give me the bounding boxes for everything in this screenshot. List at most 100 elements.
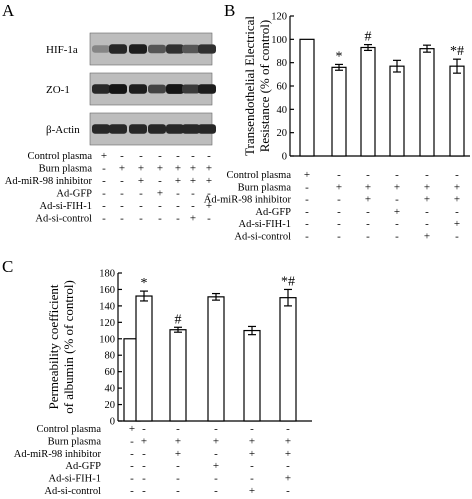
condition-sign: -	[102, 175, 106, 187]
y-tick-label: 20	[277, 128, 288, 139]
condition-sign: +	[365, 181, 371, 193]
condition-sign: +	[190, 175, 196, 187]
panel-b-letter: B	[224, 1, 235, 20]
blot-label: β-Actin	[46, 124, 80, 136]
condition-label: Ad-si-FIH-1	[40, 201, 93, 212]
significance-mark: *	[336, 49, 343, 64]
condition-sign: -	[395, 231, 399, 243]
condition-sign: +	[206, 175, 212, 187]
y-tick-label: 40	[277, 105, 288, 116]
panel-c: C 0 20 40 60 80 100 120 140 160 180 Permeability c…	[2, 257, 312, 497]
blot-band	[148, 84, 166, 94]
blot-band	[148, 124, 166, 134]
y-tick-label: 120	[99, 318, 115, 329]
blot-band	[148, 44, 166, 54]
condition-sign: -	[120, 175, 124, 187]
bar	[299, 38, 315, 157]
y-tick-label: 20	[105, 400, 116, 411]
blot-band	[182, 84, 200, 94]
condition-sign: +	[206, 200, 212, 212]
condition-sign: -	[366, 206, 370, 218]
condition-sign: +	[157, 188, 163, 200]
y-axis-label: Permeability coefficient of albumin (% of…	[46, 280, 76, 414]
condition-sign: -	[455, 169, 459, 181]
condition-sign: -	[158, 175, 162, 187]
blot-label: HIF-1a	[46, 44, 78, 56]
bar	[360, 46, 376, 157]
condition-sign: -	[455, 206, 459, 218]
condition-sign: +	[175, 175, 181, 187]
condition-label: Ad-si-control	[44, 486, 101, 497]
condition-sign: -	[250, 423, 254, 435]
condition-sign: -	[142, 448, 146, 460]
condition-sign: +	[424, 231, 430, 243]
bar	[389, 65, 405, 157]
condition-sign: +	[175, 435, 181, 447]
significance-mark: *	[141, 276, 148, 291]
condition-sign: -	[214, 485, 218, 497]
blot-band	[198, 44, 216, 54]
condition-sign: +	[190, 163, 196, 175]
condition-label: Ad-miR-98 inhibitor	[204, 195, 292, 206]
condition-sign: -	[176, 423, 180, 435]
blot-band	[92, 45, 110, 53]
condition-label: Control plasma	[227, 170, 292, 181]
condition-sign: -	[366, 218, 370, 230]
condition-sign: +	[138, 163, 144, 175]
condition-label: Ad-GFP	[255, 207, 291, 218]
condition-sign: +	[101, 150, 107, 162]
condition-sign: -	[191, 188, 195, 200]
condition-sign: -	[337, 169, 341, 181]
condition-sign: +	[454, 181, 460, 193]
y-tick-label: 0	[110, 417, 115, 428]
condition-sign: +	[424, 181, 430, 193]
condition-sign: -	[142, 460, 146, 472]
condition-sign: -	[130, 460, 134, 472]
condition-sign: -	[250, 473, 254, 485]
bar	[169, 329, 187, 422]
condition-sign: -	[286, 423, 290, 435]
condition-sign: -	[191, 200, 195, 212]
bar	[279, 297, 297, 422]
condition-sign: +	[454, 194, 460, 206]
condition-sign: -	[102, 200, 106, 212]
condition-label: Ad-si-control	[234, 232, 291, 243]
condition-sign: -	[142, 473, 146, 485]
condition-sign: -	[250, 460, 254, 472]
condition-sign: -	[158, 200, 162, 212]
condition-sign: -	[158, 213, 162, 225]
condition-sign: -	[305, 181, 309, 193]
significance-mark: *#	[281, 274, 295, 289]
y-tick-label: 100	[99, 334, 115, 345]
condition-sign: -	[395, 218, 399, 230]
condition-sign: -	[176, 485, 180, 497]
condition-sign: -	[102, 213, 106, 225]
condition-sign: -	[425, 169, 429, 181]
condition-sign: -	[455, 231, 459, 243]
condition-sign: -	[120, 213, 124, 225]
condition-sign: -	[425, 206, 429, 218]
condition-sign: -	[139, 213, 143, 225]
condition-sign: -	[207, 150, 211, 162]
condition-label: Ad-si-control	[35, 214, 92, 225]
bar	[331, 66, 347, 157]
condition-sign: -	[176, 213, 180, 225]
blot-band	[129, 124, 147, 134]
condition-sign: -	[305, 231, 309, 243]
condition-sign: -	[337, 231, 341, 243]
blot-band	[109, 124, 127, 134]
blot-band	[166, 124, 184, 134]
condition-sign: -	[120, 150, 124, 162]
blot-band	[198, 84, 216, 94]
y-tick-label: 80	[277, 58, 288, 69]
condition-sign: -	[142, 485, 146, 497]
bar	[207, 296, 225, 422]
condition-label: Ad-GFP	[56, 189, 92, 200]
condition-sign: +	[141, 435, 147, 447]
panel-c-letter: C	[2, 257, 13, 276]
condition-sign: +	[175, 163, 181, 175]
condition-sign: -	[366, 231, 370, 243]
condition-sign: -	[139, 150, 143, 162]
